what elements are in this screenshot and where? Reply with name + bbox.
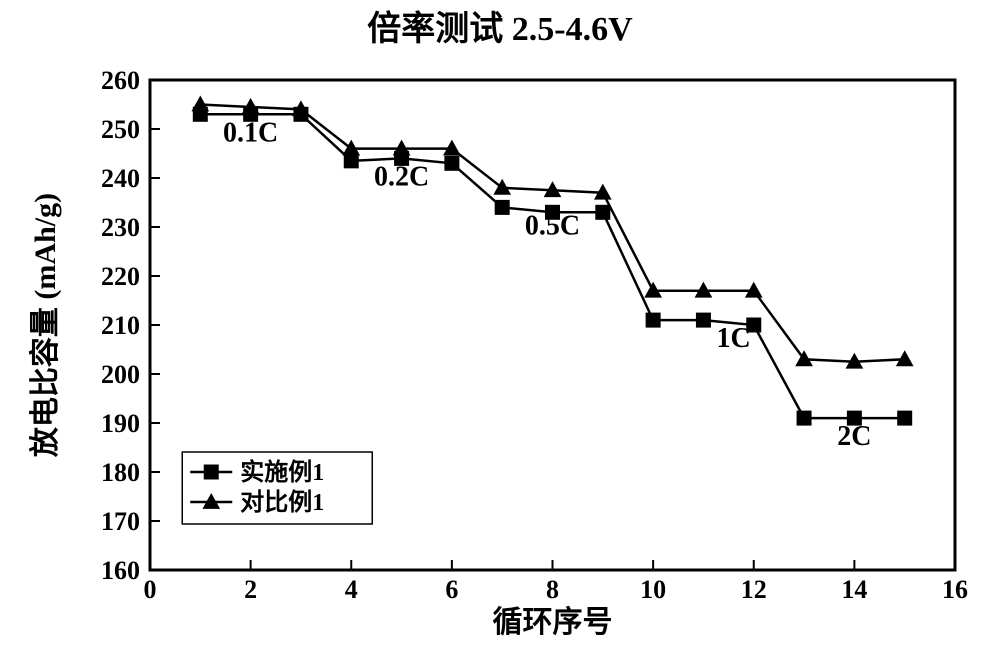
- x-tick-label: 10: [640, 575, 666, 604]
- y-tick-label: 160: [101, 556, 140, 585]
- rate-label: 2C: [837, 421, 871, 452]
- y-tick-label: 180: [101, 458, 140, 487]
- rate-label: 0.5C: [525, 210, 580, 241]
- chart-title: 倍率测试 2.5-4.6V: [367, 10, 633, 48]
- series-0-marker: [445, 156, 459, 170]
- x-tick-label: 14: [841, 575, 867, 604]
- legend-label: 实施例1: [240, 458, 324, 486]
- x-tick-label: 6: [445, 575, 458, 604]
- series-0-marker: [344, 154, 358, 168]
- series-0-marker: [696, 313, 710, 327]
- series-0-marker: [495, 200, 509, 214]
- rate-label: 1C: [717, 323, 751, 354]
- x-tick-label: 4: [345, 575, 358, 604]
- y-tick-label: 240: [101, 164, 140, 193]
- y-tick-label: 190: [101, 409, 140, 438]
- y-tick-label: 260: [101, 66, 140, 95]
- y-tick-label: 210: [101, 311, 140, 340]
- series-0-marker: [646, 313, 660, 327]
- series-0-marker: [898, 411, 912, 425]
- y-tick-label: 170: [101, 507, 140, 536]
- x-tick-label: 12: [741, 575, 767, 604]
- rate-label: 0.1C: [223, 117, 278, 148]
- legend-label: 对比例1: [240, 489, 324, 516]
- x-tick-label: 2: [244, 575, 257, 604]
- series-0-marker: [797, 411, 811, 425]
- x-tick-label: 0: [144, 575, 157, 604]
- rate-label: 0.2C: [374, 161, 429, 192]
- x-axis-label: 循环序号: [493, 605, 613, 639]
- y-axis-label: 放电比容量 (mAh/g): [29, 193, 62, 458]
- y-tick-label: 200: [101, 360, 140, 389]
- y-tick-label: 220: [101, 262, 140, 291]
- y-tick-label: 250: [101, 115, 140, 144]
- x-tick-label: 8: [546, 575, 559, 604]
- series-0-marker: [596, 205, 610, 219]
- legend-marker: [204, 465, 218, 479]
- y-tick-label: 230: [101, 213, 140, 242]
- x-tick-label: 16: [942, 575, 968, 604]
